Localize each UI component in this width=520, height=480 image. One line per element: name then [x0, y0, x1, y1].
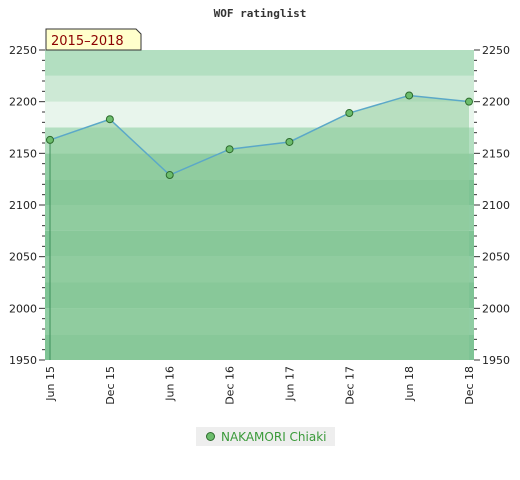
y-tick-label: 2100: [9, 199, 37, 212]
x-tick-label: Jun 16: [164, 366, 177, 402]
y-tick-label: 2100: [482, 199, 510, 212]
x-tick-label: Dec 18: [463, 366, 476, 405]
data-point: [105, 115, 114, 124]
data-point: [405, 91, 414, 100]
y-tick-label: 2250: [9, 44, 37, 57]
x-tick-label: Dec 16: [224, 366, 237, 405]
x-tick-label: Jun 15: [44, 366, 57, 402]
x-axis-labels: Jun 15 Dec 15 Jun 16 Dec 16 Jun 17 Dec 17 Jun …: [44, 366, 476, 405]
y-tick-label: 2150: [482, 147, 510, 160]
y-axis-left-labels: 1950 2000 2050 2100 2150 2200 2250: [9, 44, 37, 367]
data-point: [46, 135, 54, 144]
y-tick-label: 2050: [9, 251, 37, 264]
data-point: [165, 171, 174, 180]
x-tick-label: Jun 18: [403, 366, 416, 402]
series-line: [49, 94, 470, 176]
legend-series-name: NAKAMORI Chiaki: [221, 429, 327, 444]
series-line-path: [49, 94, 470, 176]
y-axis-ticks: [39, 49, 480, 361]
legend: NAKAMORI Chiaki: [196, 427, 335, 446]
x-tick-label: Dec 15: [104, 366, 117, 405]
period-badge: 2015–2018: [45, 28, 142, 51]
series-markers: [46, 91, 473, 180]
y-tick-label: 2200: [482, 96, 510, 109]
y-tick-label: 1950: [9, 354, 37, 367]
data-point: [285, 137, 294, 146]
period-label: 2015–2018: [51, 34, 124, 49]
y-tick-label: 2250: [482, 44, 510, 57]
data-point: [225, 145, 234, 154]
period-badge-box: [45, 28, 142, 51]
y-axis-right-labels: 1950 2000 2050 2100 2150 2200 2250: [482, 44, 510, 367]
legend-marker-icon: [206, 432, 215, 441]
background-band: [45, 50, 474, 76]
y-tick-label: 1950: [482, 354, 510, 367]
y-tick-label: 2150: [9, 147, 37, 160]
x-tick-label: Jun 17: [283, 366, 296, 402]
y-tick-label: 2050: [482, 251, 510, 264]
data-point: [465, 97, 473, 106]
y-tick-label: 2000: [482, 302, 510, 315]
x-tick-label: Dec 17: [343, 366, 356, 405]
y-tick-label: 2000: [9, 302, 37, 315]
chart-title: WOF ratinglist: [214, 7, 307, 20]
y-tick-label: 2200: [9, 96, 37, 109]
data-point: [345, 109, 354, 118]
